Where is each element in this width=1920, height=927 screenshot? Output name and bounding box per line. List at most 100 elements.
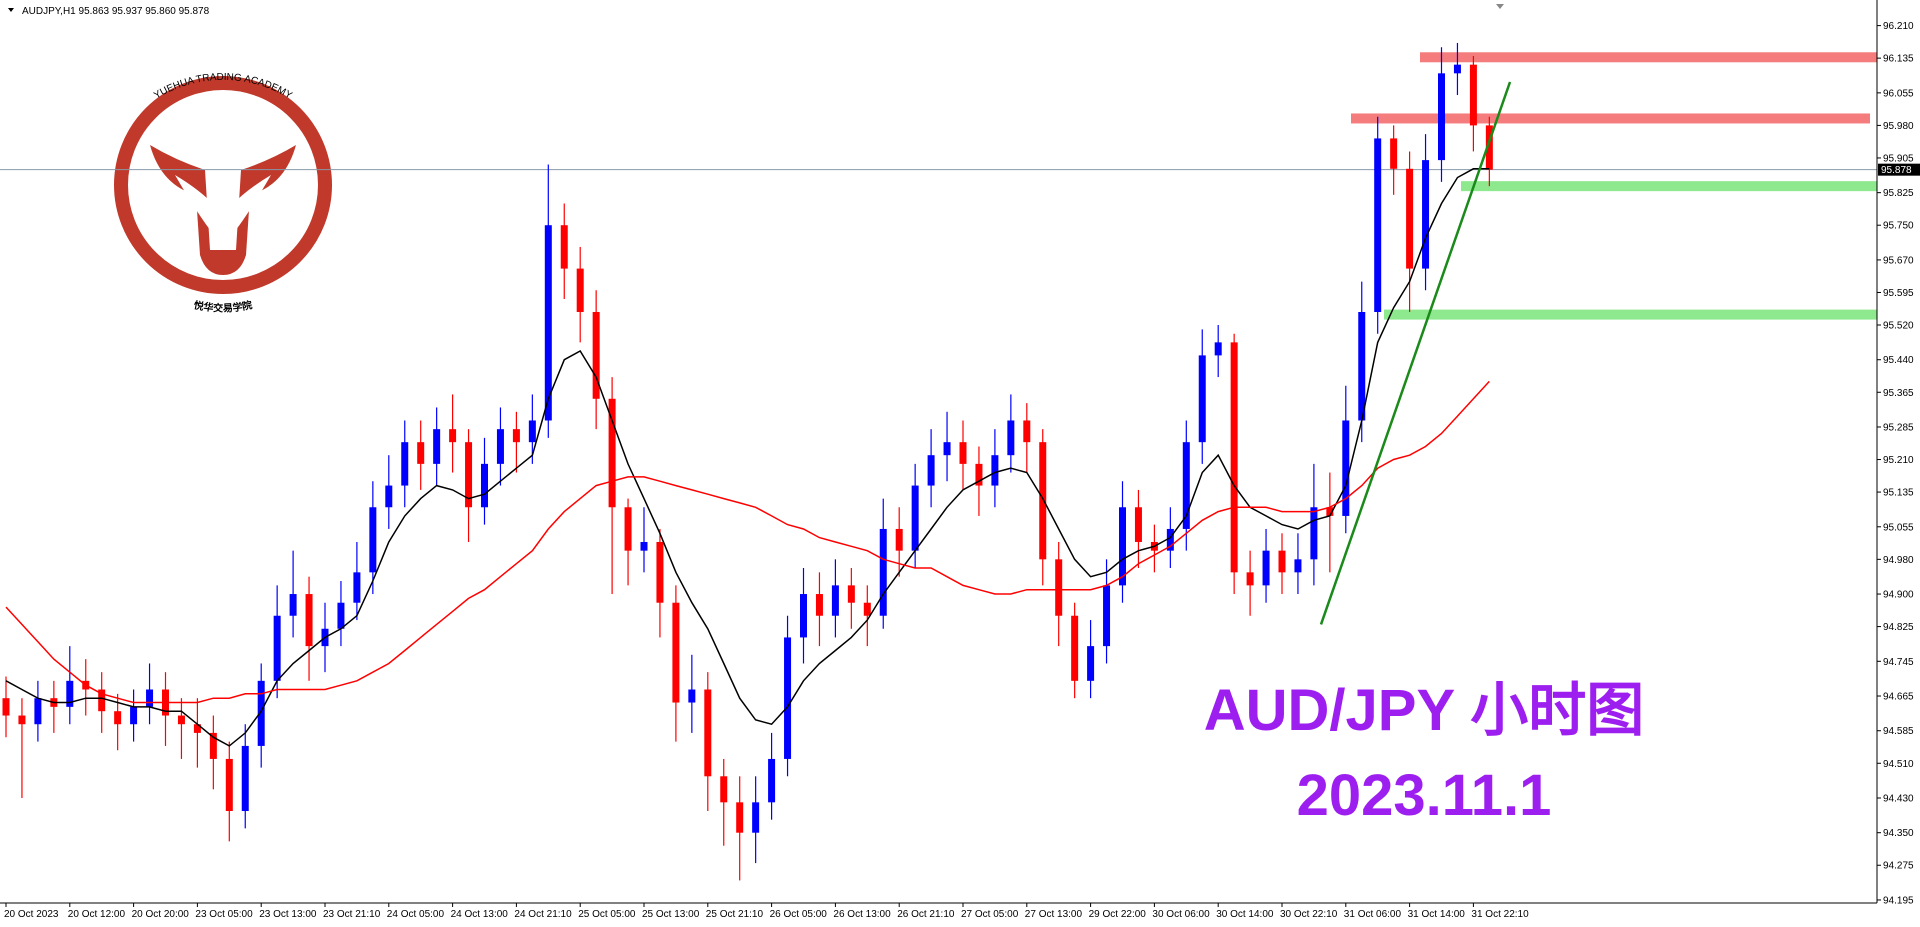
candle-body	[241, 745, 249, 812]
x-tick-label: 31 Oct 06:00	[1344, 909, 1402, 920]
candle-body	[879, 528, 887, 616]
candle-body	[1453, 64, 1461, 74]
candle-body	[672, 602, 680, 703]
candle-body	[592, 311, 600, 399]
candle-body	[688, 689, 696, 703]
candle-body	[66, 680, 74, 707]
ma-line	[5, 380, 1490, 704]
x-tick-label: 30 Oct 22:10	[1280, 909, 1338, 920]
y-tick-label: 94.825	[1883, 622, 1914, 633]
candle-body	[752, 802, 760, 833]
y-tick-label: 95.670	[1883, 255, 1914, 266]
y-tick-label: 95.595	[1883, 288, 1914, 299]
x-tick-label: 31 Oct 14:00	[1408, 909, 1466, 920]
ma-line	[5, 168, 1490, 747]
candle-body	[385, 485, 393, 508]
candle-body	[512, 429, 520, 443]
y-tick-label: 95.440	[1883, 355, 1914, 366]
y-tick-label: 95.055	[1883, 522, 1914, 533]
candle-body	[465, 442, 473, 508]
x-tick-label: 23 Oct 13:00	[259, 909, 317, 920]
y-tick-label: 94.195	[1883, 895, 1914, 906]
y-tick-label: 94.745	[1883, 657, 1914, 668]
candle-body	[130, 706, 138, 725]
y-tick-label: 94.665	[1883, 692, 1914, 703]
y-tick-label: 96.135	[1883, 54, 1914, 65]
candle-body	[289, 594, 297, 616]
candle-body	[1390, 138, 1398, 169]
candle-body	[98, 689, 106, 712]
candle-body	[1294, 559, 1302, 573]
x-tick-label: 26 Oct 13:00	[833, 909, 891, 920]
shift-marker	[1496, 4, 1504, 9]
x-tick-label: 25 Oct 21:10	[706, 909, 764, 920]
candle-body	[1134, 507, 1142, 542]
header: AUDJPY,H1 95.863 95.937 95.860 95.878	[22, 6, 210, 17]
x-tick-label: 30 Oct 06:00	[1152, 909, 1210, 920]
candle-body	[528, 420, 536, 443]
candle-body	[831, 585, 839, 616]
candle-body	[943, 442, 951, 456]
candle-body	[369, 507, 377, 573]
candle-body	[959, 442, 967, 464]
candle-body	[1087, 646, 1095, 681]
x-tick-label: 25 Oct 13:00	[642, 909, 700, 920]
candle-body	[895, 528, 903, 551]
x-tick-label: 20 Oct 2023	[4, 909, 59, 920]
y-tick-label: 95.750	[1883, 221, 1914, 232]
x-tick-label: 27 Oct 05:00	[961, 909, 1019, 920]
trendline	[1319, 81, 1512, 625]
candle-body	[991, 455, 999, 486]
candle-body	[911, 485, 919, 551]
y-tick-label: 95.905	[1883, 153, 1914, 164]
candle-body	[273, 615, 281, 681]
candle-body	[560, 225, 568, 269]
y-tick-label: 94.350	[1883, 828, 1914, 839]
candle-body	[401, 442, 409, 486]
x-tick-label: 23 Oct 21:10	[323, 909, 381, 920]
candle-body	[146, 689, 154, 707]
candle-body	[576, 268, 584, 312]
y-tick-label: 95.520	[1883, 321, 1914, 332]
candle-body	[784, 637, 792, 759]
candle-body	[1278, 550, 1286, 573]
logo-emblem	[150, 145, 296, 275]
candle-body	[177, 715, 185, 725]
candle-body	[544, 225, 552, 421]
candle-body	[1469, 64, 1477, 126]
y-tick-label: 95.210	[1883, 455, 1914, 466]
annotation-date: 2023.11.1	[1297, 763, 1552, 828]
candle-body	[847, 585, 855, 603]
candle-body	[624, 507, 632, 551]
x-tick-label: 24 Oct 13:00	[451, 909, 509, 920]
candle-body	[1310, 507, 1318, 560]
x-tick-label: 29 Oct 22:00	[1089, 909, 1147, 920]
candle-body	[1422, 160, 1430, 269]
candle-body	[1103, 585, 1111, 647]
candle-body	[481, 463, 488, 508]
candle-body	[1039, 442, 1047, 560]
x-tick-label: 23 Oct 05:00	[195, 909, 253, 920]
candle-body	[720, 776, 728, 803]
y-tick-label: 94.980	[1883, 555, 1914, 566]
candle-body	[800, 594, 807, 638]
candle-body	[1007, 420, 1015, 456]
y-tick-label: 94.275	[1883, 861, 1914, 872]
candle-body	[608, 398, 616, 508]
candle-body	[1374, 138, 1382, 312]
candle-body	[496, 429, 504, 464]
y-tick-label: 94.585	[1883, 726, 1914, 737]
candle-body	[353, 572, 361, 603]
candle-body	[1246, 572, 1254, 586]
candle-body	[114, 711, 122, 725]
x-tick-label: 27 Oct 13:00	[1025, 909, 1083, 920]
plot	[0, 42, 1877, 881]
x-tick-label: 20 Oct 20:00	[132, 909, 190, 920]
candle-body	[1182, 442, 1190, 529]
candle-body	[337, 602, 345, 629]
candle-body	[1358, 311, 1366, 421]
y-tick-label: 96.055	[1883, 88, 1914, 99]
candle-body	[1198, 355, 1206, 443]
y-tick-label: 95.365	[1883, 388, 1914, 399]
candle-body	[815, 594, 823, 616]
